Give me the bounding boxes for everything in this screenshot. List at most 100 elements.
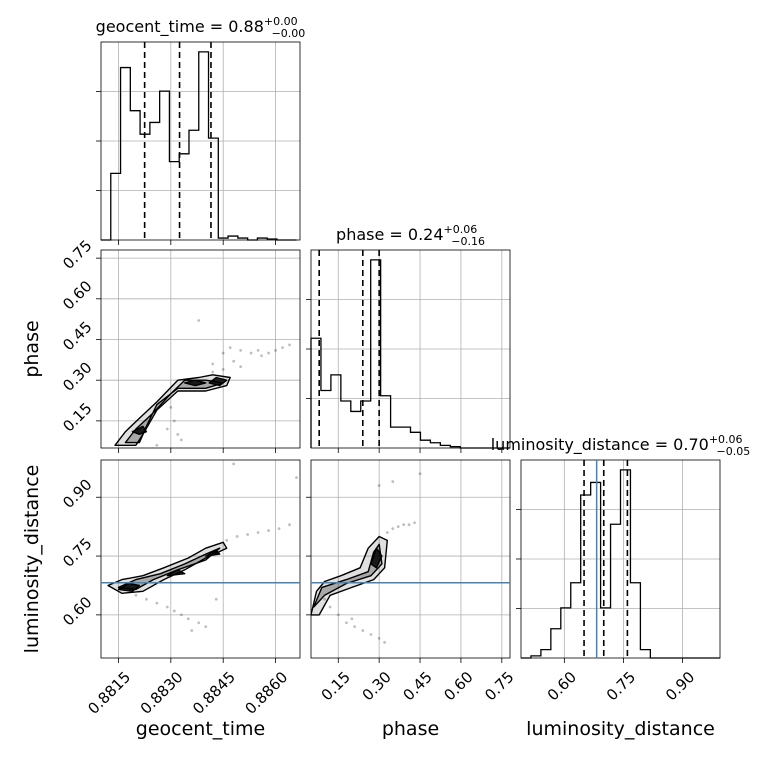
sample-point <box>249 351 253 355</box>
sample-point <box>225 538 229 542</box>
sample-point <box>144 597 148 601</box>
sample-point <box>350 617 354 621</box>
panel-title: geocent_time = 0.88+0.00 −0.00 <box>96 15 306 40</box>
sample-point <box>336 613 340 617</box>
y-tick-label: 0.45 <box>59 318 95 354</box>
contour-line <box>311 535 388 616</box>
sample-point <box>385 531 389 534</box>
sample-point <box>377 636 381 640</box>
y-tick-label: 0.30 <box>59 358 95 394</box>
panel-title: luminosity_distance = 0.70+0.06 −0.05 <box>491 433 751 458</box>
y-tick-label: 0.75 <box>59 534 95 570</box>
sample-point <box>197 319 201 322</box>
x-tick-label: 0.75 <box>603 668 639 704</box>
sample-point <box>260 354 263 358</box>
title-plus: +0.06 <box>709 433 743 446</box>
y-tick-label: 0.60 <box>59 277 95 313</box>
x-tick-label: 0.75 <box>481 668 517 704</box>
title-main: geocent_time = 0.88 <box>96 17 264 37</box>
x-tick-label: 0.8830 <box>137 668 187 718</box>
panel-title: phase = 0.24+0.06 −0.16 <box>336 223 485 248</box>
contour-line <box>107 541 228 594</box>
sample-point <box>211 370 215 374</box>
sample-point <box>214 597 218 601</box>
sample-point <box>383 640 387 644</box>
contour-line <box>131 425 148 436</box>
sample-point <box>235 535 239 538</box>
sample-point <box>165 427 169 431</box>
sample-point <box>179 613 183 617</box>
sample-point <box>267 529 270 532</box>
y-axis-label-phase: phase <box>21 320 43 377</box>
sample-point <box>267 351 270 355</box>
panel-content <box>114 319 291 447</box>
contour-line <box>205 549 221 557</box>
contour-line <box>117 582 141 592</box>
sample-point <box>169 405 173 409</box>
title-minus: −0.00 <box>272 27 306 40</box>
histogram-phase <box>310 259 510 449</box>
x-tick-label: 0.60 <box>440 668 476 704</box>
sample-point <box>328 605 332 609</box>
hist-panel-phase: phase = 0.24+0.06 −0.16 <box>306 223 511 453</box>
sample-point <box>274 348 277 352</box>
sample-point <box>396 525 400 529</box>
y-axis-label-luminosity-distance: luminosity_distance <box>21 465 43 654</box>
sample-point <box>190 629 194 632</box>
panel-content <box>107 462 298 632</box>
x-tick-label: 0.8815 <box>84 668 134 718</box>
x-tick-label: 0.90 <box>662 668 698 704</box>
sample-point <box>281 346 284 350</box>
sample-point <box>165 605 169 609</box>
sample-point <box>179 438 183 442</box>
x-tick-label: 0.60 <box>544 668 580 704</box>
sample-point <box>256 348 260 352</box>
sample-point <box>402 523 406 527</box>
contour-line <box>370 547 383 569</box>
x-tick-label: 0.45 <box>399 668 435 704</box>
sample-point <box>239 348 243 352</box>
panel-luminosity-distance-vs-phase <box>306 459 511 663</box>
sample-point <box>345 621 348 625</box>
sample-point <box>211 362 215 366</box>
hist-panel-luminosity-distance: luminosity_distance = 0.70+0.06 −0.05 <box>491 433 751 663</box>
title-main: phase = 0.24 <box>336 225 443 244</box>
title-plus: +0.06 <box>444 223 478 236</box>
x-tick-label: 0.15 <box>318 668 354 704</box>
sample-point <box>288 343 291 347</box>
sample-point <box>155 443 159 447</box>
sample-point <box>228 346 232 350</box>
contour-line <box>184 379 207 387</box>
panel-frame <box>310 459 511 659</box>
panel-content <box>311 472 422 644</box>
sample-point <box>413 521 416 525</box>
hist-panel-geocent-time: geocent_time = 0.88+0.00 −0.00 <box>96 15 306 245</box>
sample-point <box>407 523 411 527</box>
sample-point <box>176 433 180 436</box>
sample-point <box>232 462 236 466</box>
sample-point <box>204 625 208 629</box>
contour-fill <box>125 380 224 443</box>
y-tick-label: 0.90 <box>59 476 95 512</box>
sample-point <box>239 365 243 369</box>
title-minus: −0.05 <box>717 445 751 458</box>
contour-line <box>166 569 186 577</box>
sample-point <box>323 597 327 601</box>
contour-fill <box>108 542 227 594</box>
x-axis-label-geocent-time: geocent_time <box>136 718 265 740</box>
sample-point <box>197 621 201 625</box>
y-tick-label: 0.75 <box>59 236 95 272</box>
sample-point <box>391 527 395 531</box>
x-axis-label-phase: phase <box>382 718 439 740</box>
sample-point <box>277 527 281 531</box>
sample-point <box>172 609 176 613</box>
sample-point <box>288 523 291 527</box>
title-main: luminosity_distance = 0.70 <box>491 435 709 455</box>
sample-point <box>186 617 190 621</box>
x-axis-label-luminosity-distance: luminosity_distance <box>526 718 715 740</box>
y-tick-label: 0.60 <box>59 593 95 629</box>
sample-point <box>172 419 176 423</box>
sample-point <box>361 629 365 632</box>
title-minus: −0.16 <box>451 235 485 248</box>
